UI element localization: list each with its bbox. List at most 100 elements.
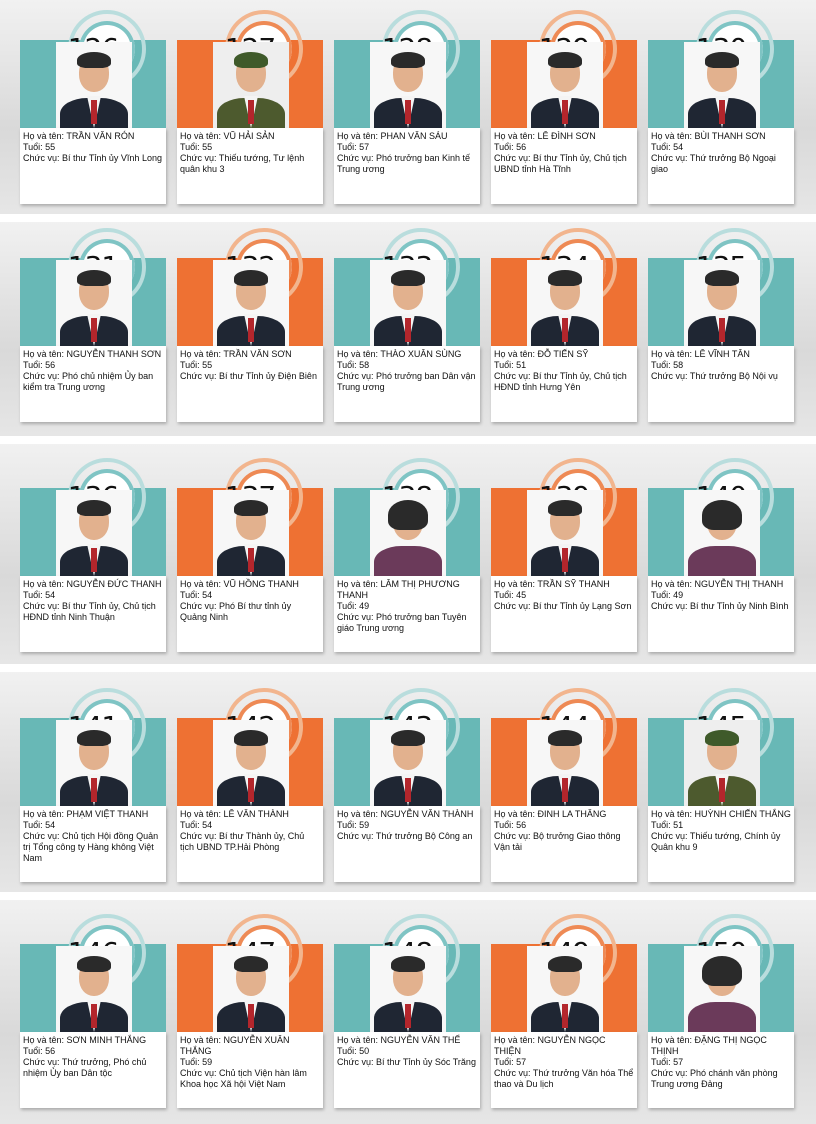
age-text: Tuổi: 56 [494, 142, 527, 152]
name-text: Họ và tên: NGUYỄN ĐỨC THANH [23, 579, 162, 589]
age-text: Tuổi: 57 [494, 1057, 527, 1067]
age-text: Tuổi: 55 [23, 142, 56, 152]
name-text: Họ và tên: NGUYỄN VĂN THÀNH [337, 809, 474, 819]
portrait-icon [213, 490, 289, 576]
name-text: Họ và tên: LÊ VĨNH TÂN [651, 349, 750, 359]
age-text: Tuổi: 58 [651, 360, 684, 370]
name-text: Họ và tên: TRẦN VĂN SƠN [180, 349, 292, 359]
age-text: Tuổi: 59 [180, 1057, 213, 1067]
portrait-icon [527, 260, 603, 346]
info-box: Họ và tên: SƠN MINH THẮNG Tuổi: 56 Chức vụ… [20, 1032, 166, 1108]
position-text: Chức vụ: Bí thư Tỉnh ủy, Chủ tịch HĐND t… [23, 601, 156, 622]
name-text: Họ và tên: BÙI THANH SƠN [651, 131, 766, 141]
position-text: Chức vụ: Phó chánh văn phòng Trung ương … [651, 1068, 778, 1089]
age-text: Tuổi: 57 [337, 142, 370, 152]
position-text: Chức vụ: Bộ trưởng Giao thông Vận tải [494, 831, 621, 852]
age-text: Tuổi: 45 [494, 590, 527, 600]
name-text: Họ và tên: LÊ ĐÌNH SƠN [494, 131, 596, 141]
info-box: Họ và tên: BÙI THANH SƠN Tuổi: 54 Chức vụ:… [648, 128, 794, 204]
portrait-female-icon [684, 946, 760, 1032]
age-text: Tuổi: 54 [180, 590, 213, 600]
info-box: Họ và tên: PHAN VĂN SÁU Tuổi: 57 Chức vụ: … [334, 128, 480, 204]
position-text: Chức vụ: Bí thư Tỉnh ủy Lạng Sơn [494, 601, 632, 611]
portrait-military-icon [213, 42, 289, 128]
name-text: Họ và tên: NGUYỄN THỊ THANH [651, 579, 784, 589]
info-box: Họ và tên: NGUYỄN VĂN THỂ Tuổi: 50 Chức vụ… [334, 1032, 480, 1108]
info-box: Họ và tên: HUỲNH CHIẾN THẮNG Tuổi: 51 Chức… [648, 806, 794, 882]
position-text: Chức vụ: Phó trưởng ban Kinh tế Trung ươ… [337, 153, 471, 174]
portrait-icon [56, 42, 132, 128]
age-text: Tuổi: 59 [337, 820, 370, 830]
name-text: Họ và tên: NGUYỄN VĂN THỂ [337, 1035, 461, 1045]
portrait-military-icon [684, 720, 760, 806]
age-text: Tuổi: 56 [494, 820, 527, 830]
info-box: Họ và tên: LÂM THỊ PHƯƠNG THANH Tuổi: 49 C… [334, 576, 480, 652]
name-text: Họ và tên: VŨ HẢI SẢN [180, 131, 275, 141]
info-box: Họ và tên: TRẦN SỸ THANH Tuổi: 45 Chức vụ:… [491, 576, 637, 652]
age-text: Tuổi: 54 [180, 820, 213, 830]
portrait-icon [213, 720, 289, 806]
name-text: Họ và tên: NGUYỄN XUÂN THẮNG [180, 1035, 290, 1056]
age-text: Tuổi: 54 [651, 142, 684, 152]
portrait-icon [684, 260, 760, 346]
portrait-icon [370, 946, 446, 1032]
info-box: Họ và tên: ĐINH LA THĂNG Tuổi: 56 Chức vụ:… [491, 806, 637, 882]
info-box: Họ và tên: ĐẶNG THỊ NGỌC THỊNH Tuổi: 57 Ch… [648, 1032, 794, 1108]
position-text: Chức vụ: Phó trưởng ban Dân vận Trung ươ… [337, 371, 476, 392]
position-text: Chức vụ: Thứ trưởng Văn hóa Thể thao và … [494, 1068, 634, 1089]
portrait-icon [56, 260, 132, 346]
age-text: Tuổi: 54 [23, 820, 56, 830]
portrait-female-icon [370, 490, 446, 576]
age-text: Tuổi: 49 [651, 590, 684, 600]
age-text: Tuổi: 55 [180, 360, 213, 370]
info-box: Họ và tên: LÊ VĨNH TÂN Tuổi: 58 Chức vụ: T… [648, 346, 794, 422]
name-text: Họ và tên: NGUYỄN NGỌC THIỆN [494, 1035, 606, 1056]
portrait-icon [684, 42, 760, 128]
name-text: Họ và tên: ĐINH LA THĂNG [494, 809, 607, 819]
name-text: Họ và tên: SƠN MINH THẮNG [23, 1035, 147, 1045]
position-text: Chức vụ: Chủ tịch Viện hàn lâm Khoa học … [180, 1068, 307, 1089]
info-box: Họ và tên: THÀO XUÂN SÙNG Tuổi: 58 Chức vụ… [334, 346, 480, 422]
name-text: Họ và tên: LÂM THỊ PHƯƠNG THANH [337, 579, 460, 600]
info-box: Họ và tên: NGUYỄN VĂN THÀNH Tuổi: 59 Chức … [334, 806, 480, 882]
position-text: Chức vụ: Chủ tịch Hội đồng Quản trị Tổng… [23, 831, 159, 863]
age-text: Tuổi: 56 [23, 1046, 56, 1056]
position-text: Chức vụ: Thiếu tướng, Tư lệnh quân khu 3 [180, 153, 305, 174]
portrait-icon [56, 490, 132, 576]
portrait-icon [370, 260, 446, 346]
name-text: Họ và tên: LÊ VĂN THÀNH [180, 809, 289, 819]
portrait-icon [370, 42, 446, 128]
position-text: Chức vụ: Bí thư Thành ủy, Chủ tịch UBND … [180, 831, 305, 852]
name-text: Họ và tên: ĐỖ TIẾN SỸ [494, 349, 589, 359]
info-box: Họ và tên: TRẦN VĂN RÓN Tuổi: 55 Chức vụ: … [20, 128, 166, 204]
info-box: Họ và tên: VŨ HỒNG THANH Tuổi: 54 Chức vụ:… [177, 576, 323, 652]
position-text: Chức vụ: Phó chủ nhiệm Ủy ban kiểm tra T… [23, 371, 154, 392]
age-text: Tuổi: 56 [23, 360, 56, 370]
name-text: Họ và tên: TRẦN VĂN RÓN [23, 131, 135, 141]
portrait-icon [56, 720, 132, 806]
info-box: Họ và tên: ĐỖ TIẾN SỸ Tuổi: 51 Chức vụ: Bí… [491, 346, 637, 422]
info-box: Họ và tên: NGUYỄN THANH SƠN Tuổi: 56 Chức … [20, 346, 166, 422]
info-box: Họ và tên: NGUYỄN XUÂN THẮNG Tuổi: 59 Chức… [177, 1032, 323, 1108]
age-text: Tuổi: 57 [651, 1057, 684, 1067]
portrait-icon [56, 946, 132, 1032]
position-text: Chức vụ: Bí thư Tỉnh ủy, Chủ tịch UBND t… [494, 153, 627, 174]
portrait-icon [213, 260, 289, 346]
name-text: Họ và tên: TRẦN SỸ THANH [494, 579, 610, 589]
info-box: Họ và tên: LÊ VĂN THÀNH Tuổi: 54 Chức vụ: … [177, 806, 323, 882]
position-text: Chức vụ: Thứ trưởng, Phó chủ nhiệm Ủy ba… [23, 1057, 147, 1078]
age-text: Tuổi: 55 [180, 142, 213, 152]
info-box: Họ và tên: NGUYỄN ĐỨC THANH Tuổi: 54 Chức … [20, 576, 166, 652]
position-text: Chức vụ: Bí thư Tỉnh ủy Vĩnh Long [23, 153, 162, 163]
position-text: Chức vụ: Thứ trưởng Bộ Nội vụ [651, 371, 778, 381]
position-text: Chức vụ: Bí thư Tỉnh ủy Ninh Bình [651, 601, 789, 611]
name-text: Họ và tên: PHAN VĂN SÁU [337, 131, 448, 141]
name-text: Họ và tên: NGUYỄN THANH SƠN [23, 349, 162, 359]
age-text: Tuổi: 51 [651, 820, 684, 830]
info-box: Họ và tên: VŨ HẢI SẢN Tuổi: 55 Chức vụ: Th… [177, 128, 323, 204]
age-text: Tuổi: 50 [337, 1046, 370, 1056]
age-text: Tuổi: 51 [494, 360, 527, 370]
portrait-icon [527, 42, 603, 128]
portrait-icon [527, 720, 603, 806]
position-text: Chức vụ: Phó trưởng ban Tuyên giáo Trung… [337, 612, 467, 633]
